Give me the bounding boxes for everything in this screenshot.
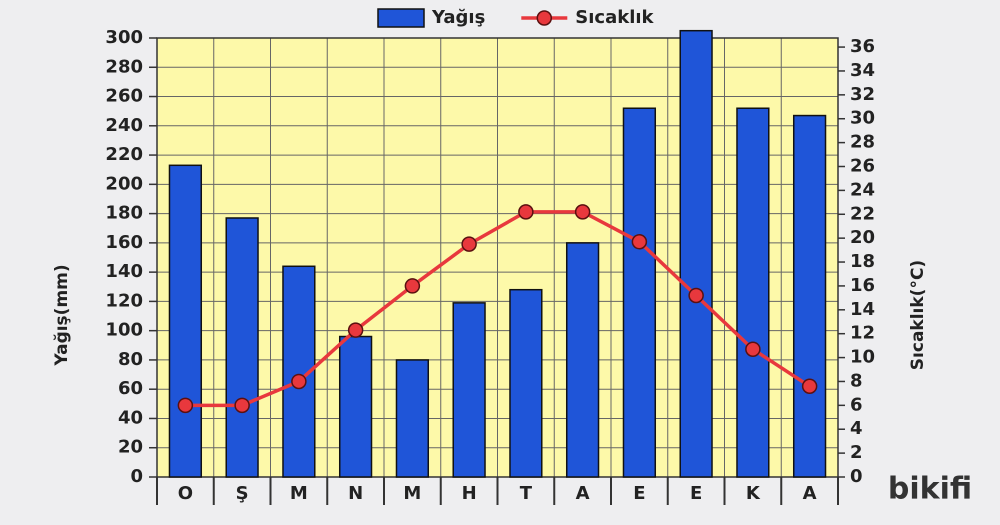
x-tick-label: H (462, 483, 477, 504)
y-axis-label: Yağış(mm) (52, 264, 72, 366)
y2-tick-label: 36 (850, 36, 875, 57)
x-tick-label: Ş (236, 483, 249, 504)
y2-tick-label: 34 (850, 60, 875, 81)
bar (452, 302, 486, 478)
legend-label: Sıcaklık (575, 7, 654, 28)
y-tick-label: 200 (105, 173, 143, 194)
plot-border (156, 37, 839, 478)
bar (395, 359, 430, 478)
y-tick-label: 280 (105, 56, 143, 77)
x-tick-label: M (290, 483, 308, 504)
point (404, 278, 421, 294)
point (461, 236, 477, 252)
point (801, 378, 818, 394)
point (177, 397, 194, 414)
y2-tick-label: 4 (850, 418, 863, 439)
y2-tick-label: 30 (850, 108, 875, 129)
bar (168, 164, 203, 478)
y2-tick-label: 24 (850, 179, 875, 200)
x-tick-label: M (403, 483, 421, 504)
y-tick-label: 40 (118, 407, 143, 428)
bar (792, 114, 827, 478)
y-tick-label: 80 (118, 349, 143, 370)
x-tick-label: E (690, 483, 702, 504)
point (291, 373, 307, 390)
x-tick-label: A (803, 483, 817, 504)
y2-tick-label: 16 (850, 275, 875, 296)
bar (622, 107, 657, 478)
point (688, 287, 704, 304)
watermark: bikifi (888, 472, 972, 507)
x-tick-label: K (746, 483, 761, 504)
y2-axis-label: Sıcaklık(°C) (908, 260, 928, 370)
y2-tick-label: 2 (850, 442, 863, 463)
y-tick-label: 240 (105, 115, 143, 136)
y-tick-label: 100 (105, 320, 143, 341)
y2-tick-label: 8 (850, 370, 863, 391)
y2-tick-label: 14 (850, 299, 875, 320)
bar (338, 335, 373, 478)
point (745, 341, 761, 357)
point (234, 397, 250, 414)
y-tick-label: 140 (105, 261, 143, 282)
y2-tick-label: 28 (850, 132, 875, 153)
y-tick-label: 180 (105, 203, 143, 224)
y-tick-label: 60 (118, 378, 143, 399)
y-tick-label: 120 (105, 290, 143, 311)
y-tick-label: 300 (105, 27, 143, 48)
point (347, 322, 364, 338)
point (574, 204, 591, 220)
x-tick-label: O (178, 483, 193, 504)
y2-tick-label: 22 (850, 203, 875, 224)
point (631, 233, 648, 250)
legend-label: Yağış (431, 7, 485, 28)
y-tick-label: 160 (105, 232, 143, 253)
y2-tick-label: 12 (850, 323, 875, 344)
x-tick-label: E (633, 483, 645, 504)
legend-marker (536, 10, 553, 26)
legend-swatch (377, 8, 425, 28)
bar (736, 107, 770, 478)
y-tick-label: 220 (105, 144, 143, 165)
line (185, 210, 811, 408)
y-tick-label: 0 (130, 466, 143, 487)
y2-tick-label: 26 (850, 155, 875, 176)
x-tick-label: A (576, 483, 590, 504)
y2-tick-label: 20 (850, 227, 875, 248)
x-tick-label: N (348, 483, 363, 504)
bar (509, 288, 543, 478)
bar (679, 29, 713, 478)
y2-tick-label: 32 (850, 84, 875, 105)
x-tick-label: T (520, 483, 533, 504)
y-tick-label: 260 (105, 86, 143, 107)
y2-tick-label: 10 (850, 347, 875, 368)
bar (565, 242, 600, 478)
y2-tick-label: 6 (850, 394, 863, 415)
y-tick-label: 20 (118, 437, 143, 458)
point (518, 204, 534, 220)
y2-tick-label: 0 (850, 466, 863, 487)
y2-tick-label: 18 (850, 251, 875, 272)
bar (225, 217, 259, 478)
